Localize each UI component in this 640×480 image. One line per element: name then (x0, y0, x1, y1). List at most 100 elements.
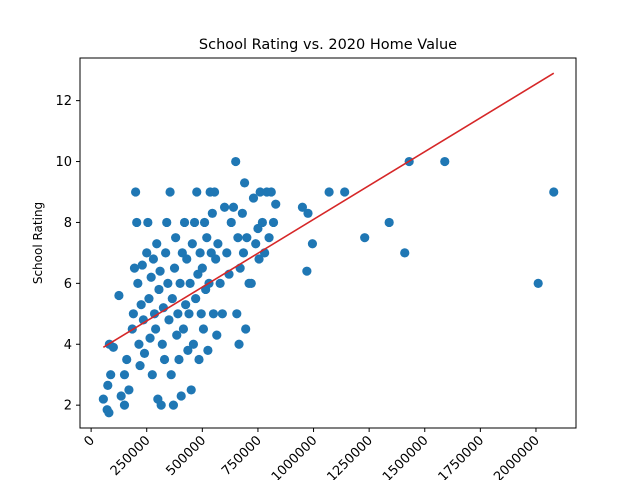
data-point (211, 254, 220, 263)
y-tick-label: 4 (64, 338, 72, 353)
data-point (302, 267, 311, 276)
data-point (177, 391, 186, 400)
data-point (140, 349, 149, 358)
data-point (122, 355, 131, 364)
data-point (400, 248, 409, 257)
data-point (192, 187, 201, 196)
data-point (132, 218, 141, 227)
data-point (145, 334, 154, 343)
data-point (229, 203, 238, 212)
data-point (151, 324, 160, 333)
data-point (181, 300, 190, 309)
data-point (157, 401, 166, 410)
data-point (175, 279, 184, 288)
data-point (117, 391, 126, 400)
data-point (106, 370, 115, 379)
data-point (174, 355, 183, 364)
data-point (99, 394, 108, 403)
data-point (534, 279, 543, 288)
data-point (144, 294, 153, 303)
data-point (169, 401, 178, 410)
data-point (238, 209, 247, 218)
data-point (303, 209, 312, 218)
data-point (308, 239, 317, 248)
data-point (189, 340, 198, 349)
data-point (264, 233, 273, 242)
data-point (184, 309, 193, 318)
data-point (160, 355, 169, 364)
data-point (191, 294, 200, 303)
data-point (360, 233, 369, 242)
data-point (210, 187, 219, 196)
data-point (242, 233, 251, 242)
data-point (196, 248, 205, 257)
data-point (203, 346, 212, 355)
data-point (114, 291, 123, 300)
data-point (152, 239, 161, 248)
data-point (220, 203, 229, 212)
data-point (267, 187, 276, 196)
data-point (269, 218, 278, 227)
data-point (135, 361, 144, 370)
data-point (104, 408, 113, 417)
data-point (161, 248, 170, 257)
data-point (199, 324, 208, 333)
data-point (164, 315, 173, 324)
data-point (186, 279, 195, 288)
data-point (200, 218, 209, 227)
data-point (179, 324, 188, 333)
data-point (129, 309, 138, 318)
data-point (208, 209, 217, 218)
data-point (549, 187, 558, 196)
chart-title: School Rating vs. 2020 Home Value (199, 37, 457, 53)
data-point (340, 187, 349, 196)
data-point (385, 218, 394, 227)
data-point (131, 187, 140, 196)
data-point (149, 254, 158, 263)
data-point (251, 239, 260, 248)
data-point (124, 385, 133, 394)
data-point (232, 309, 241, 318)
data-point (440, 157, 449, 166)
data-point (137, 300, 146, 309)
data-point (239, 248, 248, 257)
data-point (134, 340, 143, 349)
data-point (213, 239, 222, 248)
data-point (155, 267, 164, 276)
data-point (158, 340, 167, 349)
y-tick-label: 10 (55, 155, 72, 170)
data-point (171, 233, 180, 242)
data-point (202, 233, 211, 242)
data-point (173, 309, 182, 318)
data-point (222, 248, 231, 257)
data-point (216, 279, 225, 288)
data-point (234, 340, 243, 349)
data-point (241, 324, 250, 333)
data-point (167, 370, 176, 379)
data-point (325, 187, 334, 196)
y-axis-label: School Rating (31, 202, 45, 284)
data-point (170, 264, 179, 273)
data-point (212, 331, 221, 340)
data-point (218, 309, 227, 318)
data-point (227, 218, 236, 227)
data-point (180, 218, 189, 227)
data-point (143, 218, 152, 227)
data-point (194, 355, 203, 364)
data-point (198, 264, 207, 273)
y-tick-label: 6 (64, 277, 72, 292)
data-point (165, 187, 174, 196)
data-point (120, 401, 129, 410)
data-point (258, 218, 267, 227)
data-point (231, 157, 240, 166)
data-point (188, 239, 197, 248)
data-point (120, 370, 129, 379)
y-tick-label: 8 (64, 216, 72, 231)
data-point (247, 279, 256, 288)
data-point (133, 279, 142, 288)
data-point (271, 200, 280, 209)
data-point (209, 309, 218, 318)
data-point (154, 285, 163, 294)
